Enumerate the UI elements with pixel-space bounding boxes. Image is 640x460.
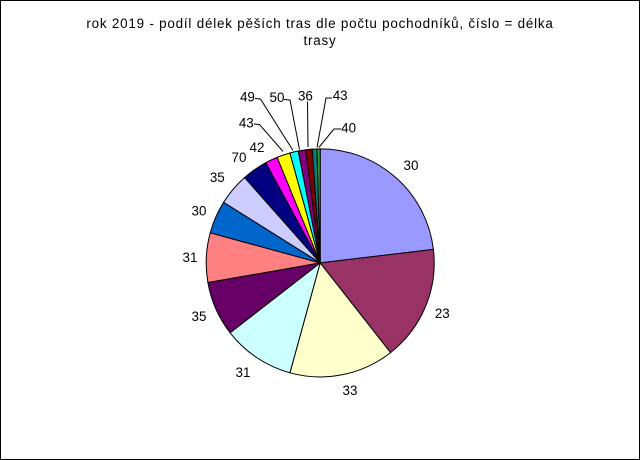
svg-text:30: 30 [192, 204, 207, 219]
svg-text:33: 33 [343, 383, 358, 398]
svg-text:35: 35 [192, 309, 207, 324]
svg-text:31: 31 [236, 365, 251, 380]
svg-text:49: 49 [240, 90, 255, 105]
svg-text:23: 23 [435, 306, 450, 321]
svg-text:43: 43 [239, 116, 254, 131]
svg-text:30: 30 [404, 158, 419, 173]
svg-text:40: 40 [341, 121, 356, 136]
svg-text:50: 50 [270, 90, 285, 105]
svg-text:31: 31 [183, 250, 198, 265]
svg-text:70: 70 [232, 150, 247, 165]
svg-text:43: 43 [333, 88, 348, 103]
svg-text:35: 35 [210, 170, 225, 185]
svg-text:42: 42 [250, 140, 265, 155]
svg-text:36: 36 [298, 89, 313, 104]
